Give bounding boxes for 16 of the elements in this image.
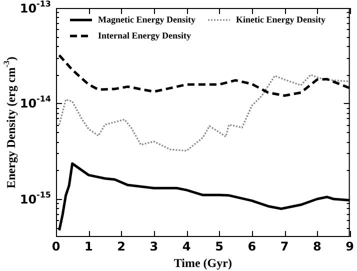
x-tick-label: 5 <box>215 239 224 254</box>
legend-label: Magnetic Energy Density <box>98 14 196 24</box>
x-tick-label: 6 <box>248 239 256 254</box>
legend-label: Kinetic Energy Density <box>236 14 326 24</box>
line-series <box>58 74 350 152</box>
x-tick-label: 4 <box>182 239 191 254</box>
x-tick-label: 9 <box>346 239 354 254</box>
x-tick-label: 3 <box>150 239 158 254</box>
x-axis-title: Time (Gyr) <box>174 256 232 270</box>
x-tick-label: 7 <box>280 239 289 254</box>
x-tick-label: 2 <box>117 239 126 254</box>
legend-label: Internal Energy Density <box>98 30 192 40</box>
x-tick-label: 0 <box>52 239 60 254</box>
x-tick-label: 1 <box>84 239 93 254</box>
y-axis-title: Energy Density (erg cm-3) <box>2 56 18 188</box>
x-tick-label: 8 <box>313 239 322 254</box>
